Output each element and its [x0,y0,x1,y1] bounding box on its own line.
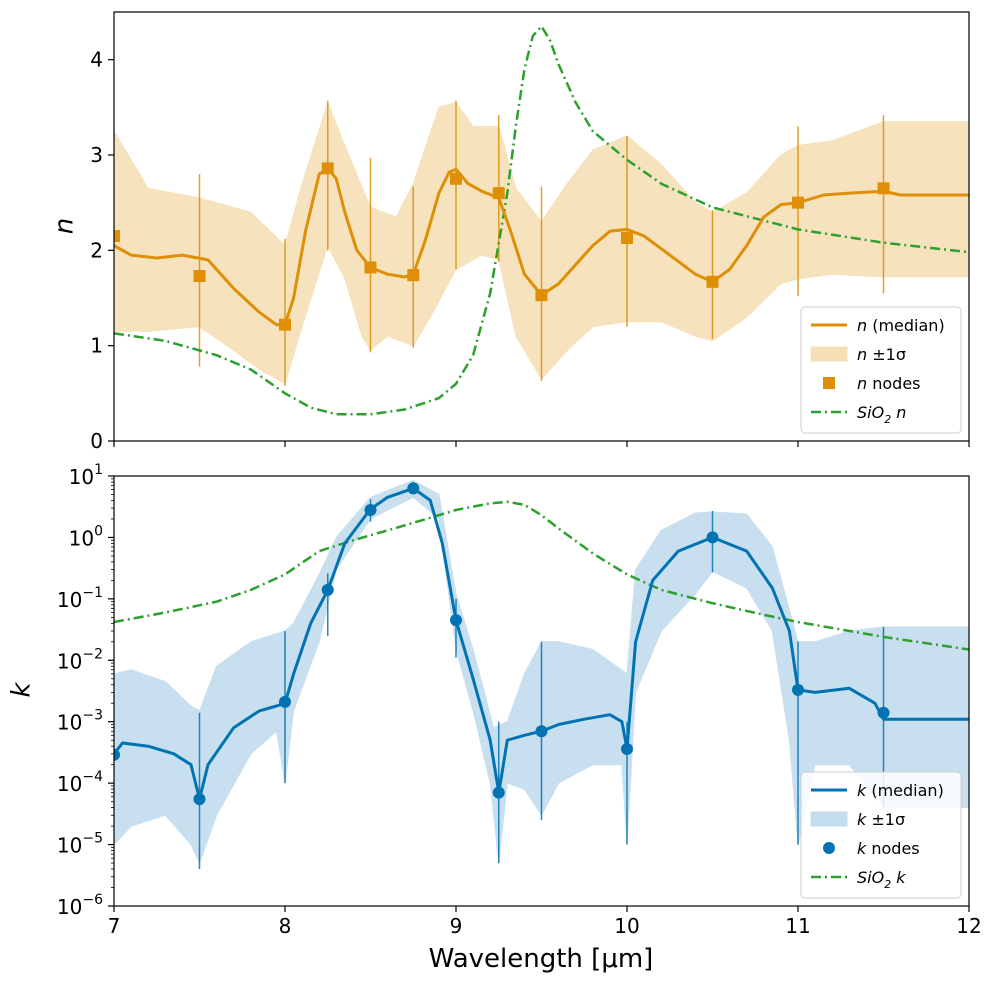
x-tick-label: 9 [450,914,463,938]
k-node-marker [621,742,633,755]
k-legend-label: k (median) [857,781,944,800]
k-legend-box [800,771,962,899]
k-node-marker [364,503,377,516]
n-sio2-line [114,24,969,416]
x-axis-label: Wavelength [μm] [429,944,654,974]
n-node-marker [407,269,420,282]
k-node-marker [407,482,420,495]
x-tick-label: 10 [614,914,639,938]
k-node-marker [535,725,548,738]
k-node-marker [450,614,462,627]
k-legend: k (median) k ±1σ k nodes SiO2 k [800,771,962,899]
k-node-marker [193,793,206,806]
n-node-marker [364,261,377,274]
n-plot-area [114,24,969,416]
n-node-marker [321,162,334,175]
n-axes-frame [113,11,970,442]
n-y-tick-label: 2 [90,238,103,262]
k-y-tick-label: 10−2 [57,646,103,673]
n-y-tick-label: 0 [90,429,103,453]
k-legend-band-handle [810,811,848,827]
k-axes-frame [113,475,970,907]
n-legend-label: n ±1σ [857,345,906,364]
k-node-marker [792,683,804,696]
n-node-marker [114,230,120,243]
k-y-tick-label: 10−3 [57,708,103,735]
n-panel: 0 1 2 3 4 n (median) n ±1σ n nodes SiO2 n [90,11,970,453]
n-node-marker [877,182,890,195]
n-legend-label: n (median) [857,316,945,335]
k-node-marker [279,695,291,708]
k-legend-label: k nodes [857,839,920,858]
n-node-marker [450,172,462,185]
k-sio2-line [114,500,969,651]
n-node-marker [193,270,206,283]
n-legend-node-handle [823,377,835,389]
n-y-tick-label: 1 [90,334,103,358]
n-legend-label: n nodes [857,374,921,393]
k-node-marker [706,531,719,544]
k-node-marker [321,583,334,596]
x-tick-label: 8 [279,914,292,938]
n-y-tick-label: 3 [90,143,103,167]
x-tick-label: 12 [956,914,981,938]
n-node-marker [621,231,633,244]
n-y-tick-label: 4 [90,48,103,72]
n-axis-label: n [50,218,80,234]
n-legend-label: SiO2 n [857,403,906,426]
x-tick-label: 7 [108,914,121,938]
n-node-marker [535,289,548,302]
k-plot-area [114,479,969,870]
k-node-marker [877,706,890,719]
n-node-marker [792,196,804,209]
n-legend-box [800,306,962,434]
k-legend-label: SiO2 k [857,868,906,891]
n-node-marker [706,275,719,288]
k-median-line [114,486,969,801]
n-legend: n (median) n ±1σ n nodes SiO2 n [800,306,962,434]
x-tick-label: 11 [785,914,810,938]
k-legend-label: k ±1σ [857,810,905,829]
k-node-marker [492,786,505,799]
n-node-marker [279,318,291,331]
k-node-marker [114,748,120,761]
k-axis-label: k [7,682,37,698]
n-node-marker [492,187,505,200]
n-legend-band-handle [810,346,848,362]
k-y-tick-label: 100 [69,523,103,550]
k-legend-node-handle [823,842,835,854]
k-panel: 7 8 9 10 11 1210−610−510−410−310−210−1100101k… [57,462,982,938]
